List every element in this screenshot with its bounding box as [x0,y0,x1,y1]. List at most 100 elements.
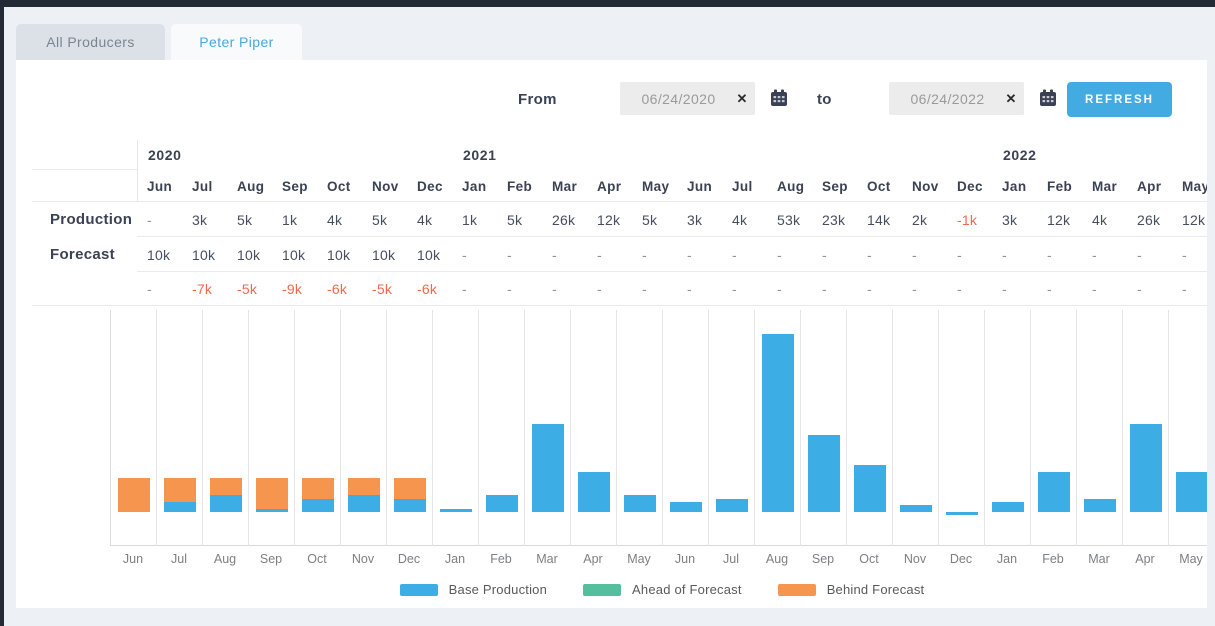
production-row-cell-12: 3k [687,211,703,228]
month-header-16: Oct [867,178,891,194]
base-production-bar-12 [670,501,702,512]
chart-column-19 [985,310,1031,546]
forecast-row-border [137,271,1207,272]
behind-forecast-bar-0 [118,478,150,512]
tab-all-producers-label: All Producers [46,34,135,50]
month-row-label-spacer [16,170,137,202]
forecast-row-cell-13: - [732,246,737,263]
forecast-row-cell-3: 10k [282,246,306,263]
to-clear-icon[interactable]: ✕ [1005,90,1017,106]
forecast-row-cell-1: 10k [192,246,216,263]
base-production-bar-16 [854,464,886,512]
production-row-cell-9: 26k [552,211,576,228]
x-axis-label-12: Jun [674,552,696,566]
forecast-row-cell-5: 10k [372,246,396,263]
month-header-2: Aug [237,178,265,194]
forecast-row-cell-19: - [1002,246,1007,263]
chart-column-21 [1077,310,1123,546]
difference-row-cell-19: - [1002,281,1007,297]
month-row-border [32,201,1207,202]
difference-row-cell-3: -9k [282,281,303,297]
production-row-cell-11: 5k [642,211,658,228]
forecast-row: Forecast 10k 10k 10k 10k 10k 10k 10k - - - - - - - - - - -… [16,237,1207,272]
difference-row-cell-16: - [867,281,872,297]
to-date-input[interactable]: 06/24/2022 ✕ [889,82,1024,115]
production-row-cell-10: 12k [597,211,621,228]
difference-row-cell-15: - [822,281,827,297]
chart-column-0 [111,310,157,546]
production-row-cell-4: 4k [327,211,343,228]
production-row-cell-1: 3k [192,211,208,228]
x-axis-label-10: Apr [583,552,603,566]
forecast-row-cell-16: - [867,246,872,263]
from-calendar-icon[interactable] [770,89,788,107]
legend-item-ahead-of-forecast[interactable]: Ahead of Forecast [583,582,742,597]
table-year-row: 2020 2021 2022 [16,140,1207,170]
forecast-row-cell-4: 10k [327,246,351,263]
chart-column-15 [801,310,847,546]
base-production-bar-18 [946,512,978,516]
base-production-bar-3 [256,508,288,512]
chart-column-18 [939,310,985,546]
x-axis-label-1: Jul [171,552,187,566]
forecast-row-cell-20: - [1047,246,1052,263]
chart-column-20 [1031,310,1077,546]
x-axis-label-5: Nov [351,552,375,566]
tab-peter-piper[interactable]: Peter Piper [171,24,302,60]
x-axis-label-4: Oct [307,552,327,566]
from-date-input[interactable]: 06/24/2020 ✕ [620,82,755,115]
base-production-bar-2 [210,495,242,512]
x-axis-label-23: May [1179,552,1203,566]
legend-item-base-production[interactable]: Base Production [399,582,547,597]
production-row-cell-18: -1k [957,211,978,228]
year-header-2022: 2022 [1003,147,1037,163]
x-axis-label-17: Nov [903,552,927,566]
chart-column-3 [249,310,295,546]
forecast-row-cell-0: 10k [147,246,171,263]
production-row-cell-13: 4k [732,211,748,228]
x-axis-label-19: Jan [996,552,1018,566]
production-row-cell-16: 14k [867,211,891,228]
tab-all-producers[interactable]: All Producers [16,24,165,60]
forecast-row-cell-2: 10k [237,246,261,263]
from-label: From [518,91,557,108]
month-header-19: Jan [1002,178,1027,194]
chart-column-23 [1169,310,1207,546]
x-axis-label-22: Apr [1135,552,1155,566]
x-axis-label-15: Sep [811,552,835,566]
from-clear-icon[interactable]: ✕ [736,90,748,106]
table-header-divider [137,140,138,202]
production-row-cell-21: 4k [1092,211,1108,228]
behind-forecast-bar-5 [348,478,380,496]
production-row-cell-2: 5k [237,211,253,228]
month-header-7: Jan [462,178,487,194]
x-axis-label-6: Dec [397,552,421,566]
x-axis-label-18: Dec [949,552,973,566]
forecast-row-cell-8: - [507,246,512,263]
production-bar-chart [110,310,1207,546]
difference-row-cell-0: - [147,281,152,297]
x-axis-label-2: Aug [213,552,237,566]
production-row-label: Production [50,211,133,228]
to-label: to [817,91,832,108]
chart-column-4 [295,310,341,546]
difference-row-cell-4: -6k [327,281,348,297]
forecast-row-label: Forecast [50,246,115,263]
difference-row: - -7k -5k -9k -6k -5k -6k - - - - - - - - - - - - - - - - - [16,272,1207,306]
chart-column-14 [755,310,801,546]
month-header-1: Jul [192,178,213,194]
chart-column-11 [617,310,663,546]
to-calendar-icon[interactable] [1039,89,1057,107]
difference-row-label [16,272,137,306]
x-axis-label-0: Jun [122,552,144,566]
ahead-of-forecast-swatch [583,583,622,596]
month-header-15: Sep [822,178,848,194]
chart-column-22 [1123,310,1169,546]
forecast-row-cell-11: - [642,246,647,263]
legend-item-behind-forecast[interactable]: Behind Forecast [777,582,925,597]
behind-forecast-bar-2 [210,478,242,496]
to-date-value: 06/24/2022 [910,90,985,107]
difference-row-cell-22: - [1137,281,1142,297]
refresh-button[interactable]: REFRESH [1067,82,1172,117]
x-axis-label-8: Feb [490,552,512,566]
